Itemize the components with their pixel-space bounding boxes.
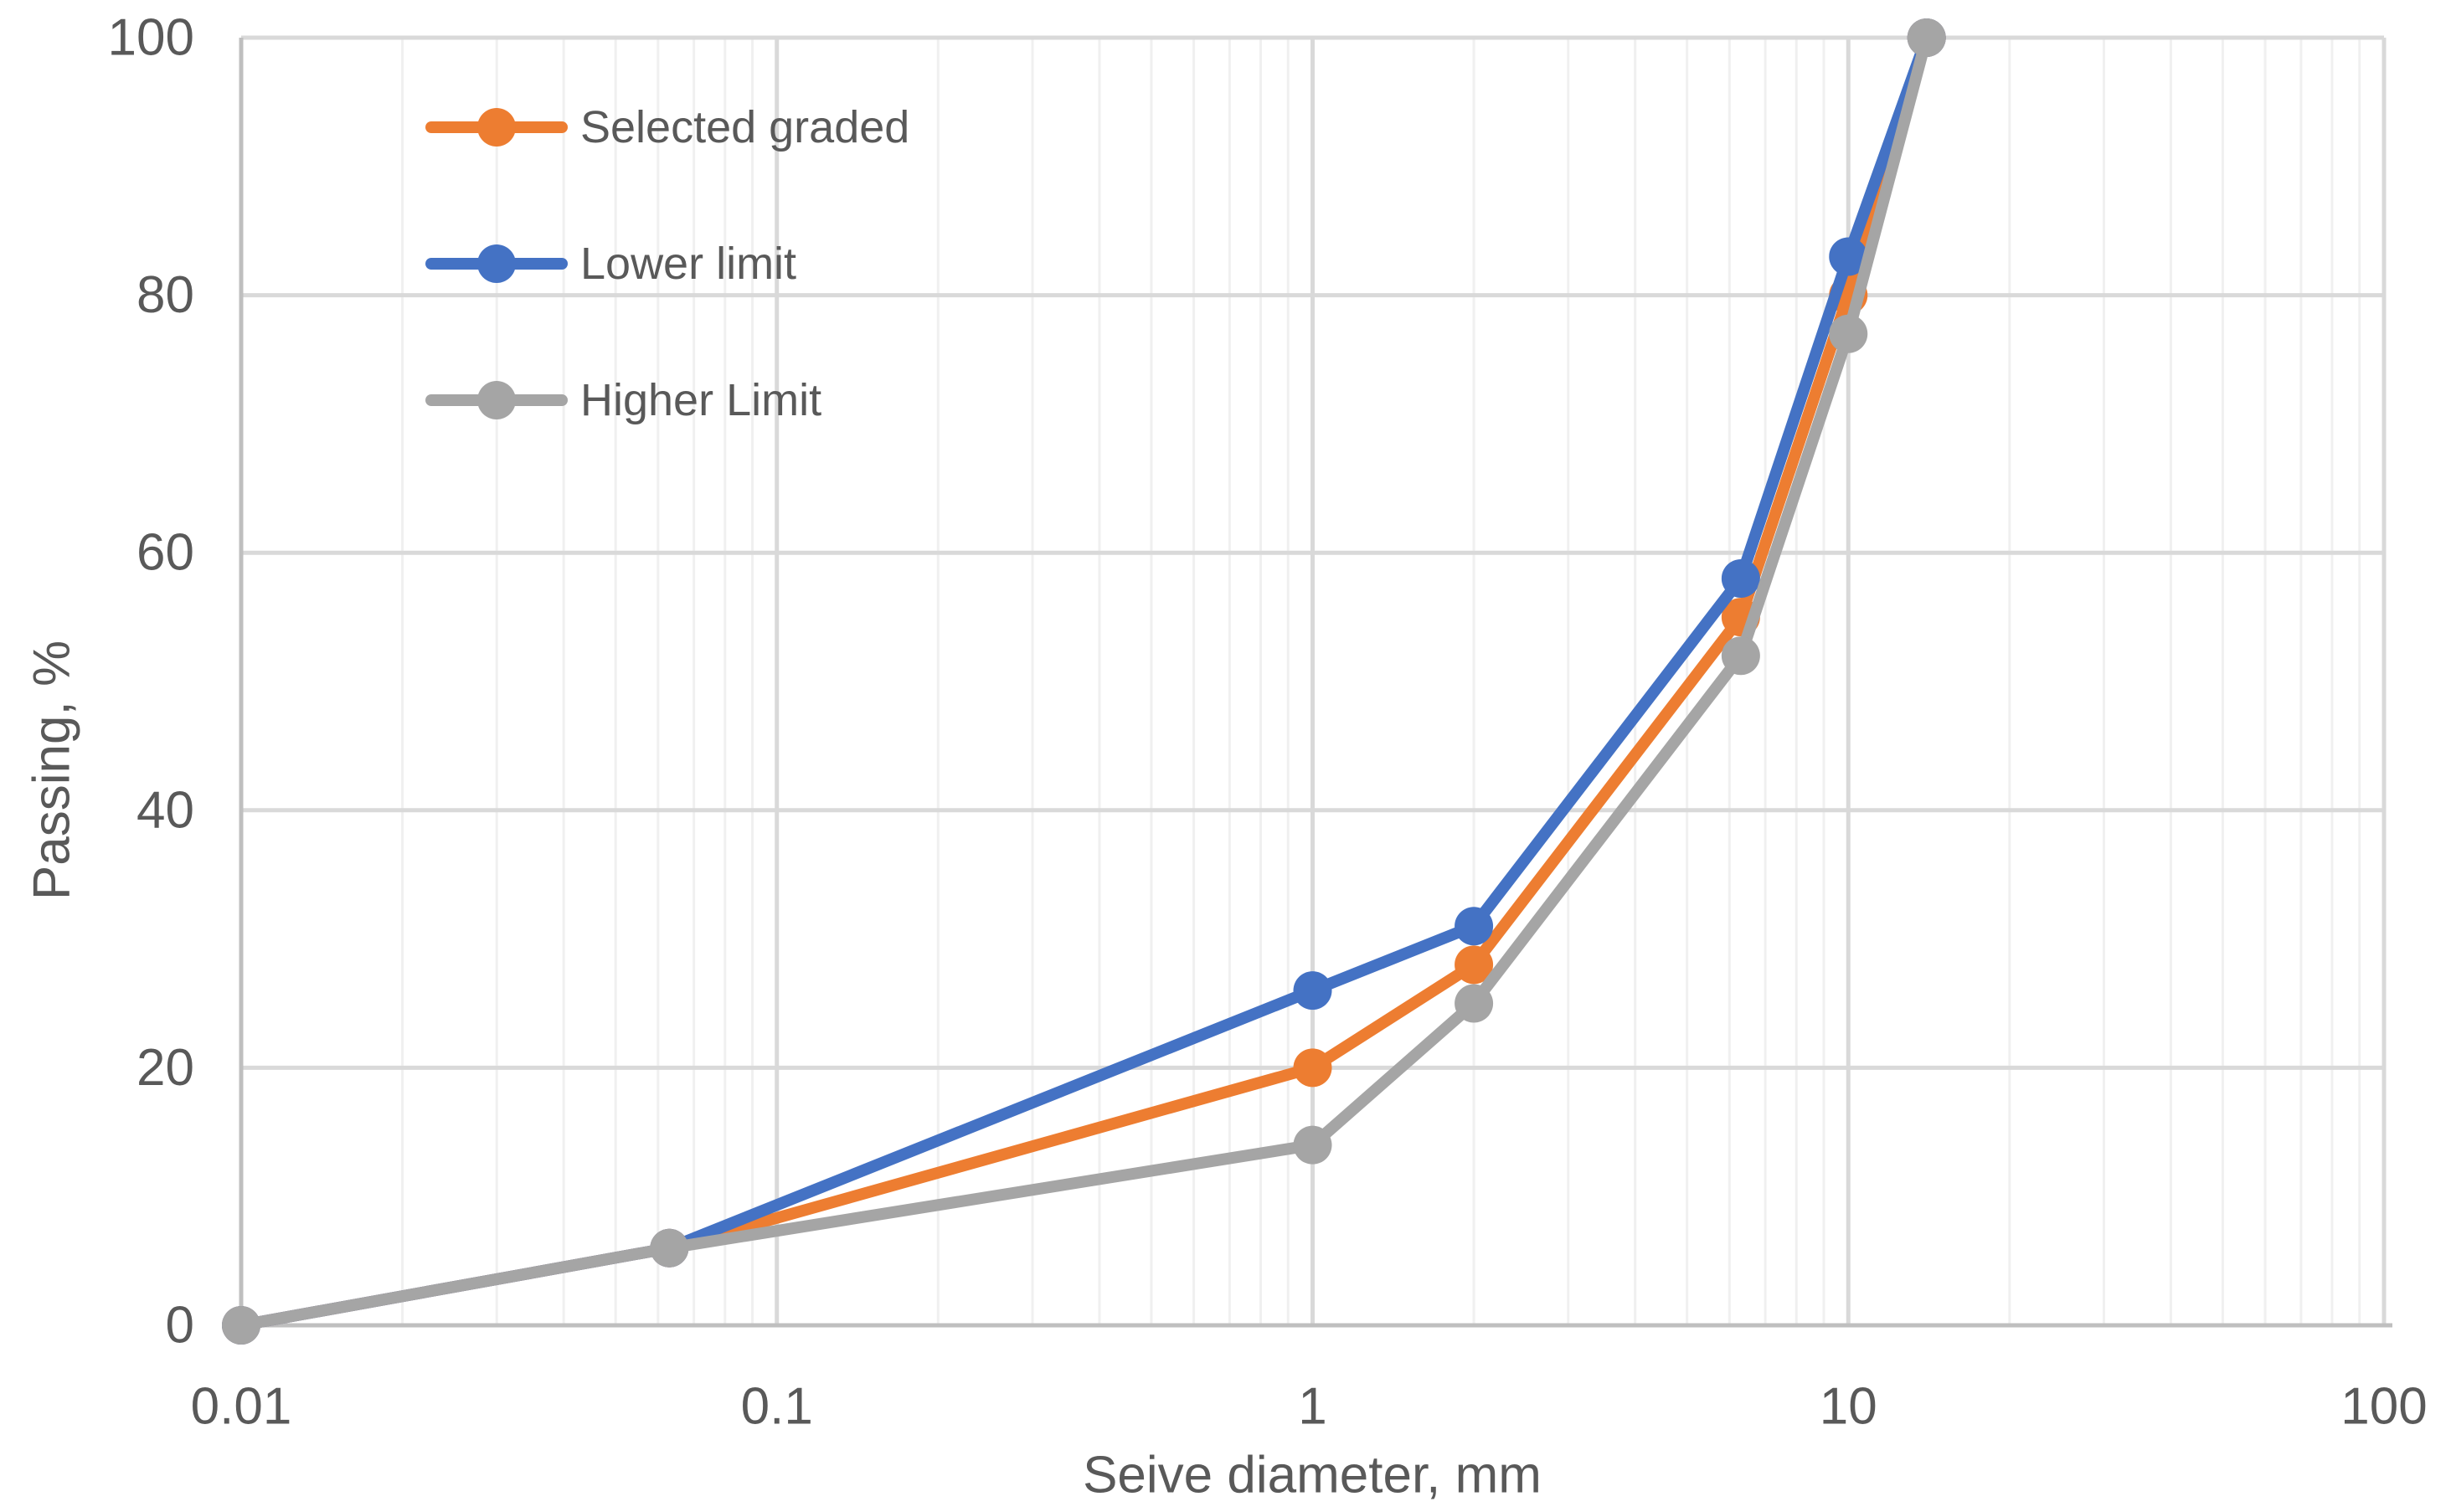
y-tick-label: 20 (136, 1039, 194, 1097)
y-tick-label: 80 (136, 266, 194, 324)
data-point-lower-limit (1721, 558, 1760, 598)
x-tick-label: 100 (2340, 1378, 2427, 1436)
data-point-lower-limit (1293, 971, 1332, 1011)
data-point-selected-graded (1455, 945, 1494, 985)
x-tick-label: 0.1 (741, 1378, 813, 1436)
data-point-lower-limit (1829, 237, 1868, 276)
data-point-higher-limit (1455, 984, 1494, 1023)
x-axis-title: Seive diameter, mm (1083, 1446, 1542, 1504)
legend-label: Lower limit (580, 239, 797, 289)
legend-item-lower-limit: Lower limit (425, 239, 796, 289)
data-point-selected-graded (1293, 1048, 1332, 1088)
data-point-higher-limit (1829, 314, 1868, 353)
legend-label: Selected graded (580, 102, 910, 152)
data-point-higher-limit (1721, 636, 1760, 676)
data-point-higher-limit (1293, 1125, 1332, 1165)
legend-item-higher-limit: Higher Limit (425, 375, 821, 425)
legend-item-selected-graded: Selected graded (425, 102, 909, 152)
x-tick-label: 1 (1298, 1378, 1326, 1436)
x-tick-label: 0.01 (191, 1378, 292, 1436)
data-point-lower-limit (1455, 907, 1494, 946)
data-point-higher-limit (650, 1228, 689, 1268)
legend-line-marker-icon (425, 244, 568, 283)
legend-line-marker-icon (425, 108, 568, 147)
y-tick-label: 40 (136, 781, 194, 839)
series-line-selected-graded (235, 32, 1933, 1331)
y-tick-label: 0 (166, 1297, 194, 1355)
y-axis-title: Passing, % (23, 640, 81, 901)
x-tick-label: 10 (1820, 1378, 1877, 1436)
y-tick-label: 60 (136, 524, 194, 582)
data-point-higher-limit (222, 1306, 260, 1345)
data-point-higher-limit (1907, 18, 1946, 57)
legend-line-marker-icon (425, 381, 568, 419)
y-tick-label: 100 (108, 9, 194, 67)
legend-label: Higher Limit (580, 375, 822, 425)
